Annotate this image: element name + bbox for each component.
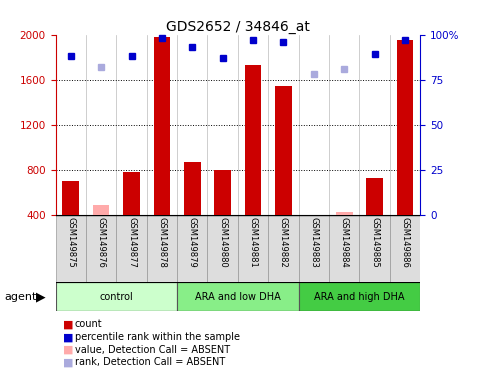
Bar bbox=[184, 162, 200, 215]
Bar bbox=[56, 282, 177, 311]
Bar bbox=[208, 215, 238, 282]
Bar bbox=[305, 215, 322, 218]
Bar bbox=[397, 40, 413, 215]
Bar bbox=[359, 215, 390, 282]
Bar bbox=[116, 215, 147, 282]
Text: GSM149876: GSM149876 bbox=[97, 217, 106, 268]
Text: count: count bbox=[75, 319, 102, 329]
Bar bbox=[298, 282, 420, 311]
Text: GSM149883: GSM149883 bbox=[309, 217, 318, 268]
Text: ARA and low DHA: ARA and low DHA bbox=[195, 291, 281, 302]
Bar bbox=[62, 181, 79, 215]
Text: GSM149875: GSM149875 bbox=[66, 217, 75, 268]
Title: GDS2652 / 34846_at: GDS2652 / 34846_at bbox=[166, 20, 310, 33]
Bar bbox=[245, 65, 261, 215]
Text: GSM149882: GSM149882 bbox=[279, 217, 288, 268]
Text: value, Detection Call = ABSENT: value, Detection Call = ABSENT bbox=[75, 345, 230, 355]
Bar bbox=[123, 172, 140, 215]
Text: ■: ■ bbox=[63, 319, 73, 329]
Text: ▶: ▶ bbox=[36, 290, 46, 303]
Bar bbox=[177, 215, 208, 282]
Bar bbox=[177, 282, 298, 311]
Bar bbox=[147, 215, 177, 282]
Text: ■: ■ bbox=[63, 358, 73, 367]
Text: rank, Detection Call = ABSENT: rank, Detection Call = ABSENT bbox=[75, 358, 225, 367]
Bar bbox=[56, 215, 86, 282]
Text: GSM149884: GSM149884 bbox=[340, 217, 349, 268]
Text: GSM149880: GSM149880 bbox=[218, 217, 227, 268]
Bar bbox=[154, 37, 170, 215]
Bar bbox=[93, 205, 110, 215]
Text: ARA and high DHA: ARA and high DHA bbox=[314, 291, 405, 302]
Bar bbox=[390, 215, 420, 282]
Bar bbox=[268, 215, 298, 282]
Text: ■: ■ bbox=[63, 345, 73, 355]
Text: agent: agent bbox=[5, 291, 37, 302]
Text: GSM149878: GSM149878 bbox=[157, 217, 167, 268]
Bar bbox=[275, 86, 292, 215]
Bar bbox=[238, 215, 268, 282]
Bar bbox=[366, 178, 383, 215]
Bar bbox=[336, 212, 353, 215]
Bar bbox=[329, 215, 359, 282]
Text: ■: ■ bbox=[63, 332, 73, 342]
Text: control: control bbox=[99, 291, 133, 302]
Bar bbox=[86, 215, 116, 282]
Text: GSM149886: GSM149886 bbox=[400, 217, 410, 268]
Text: percentile rank within the sample: percentile rank within the sample bbox=[75, 332, 240, 342]
Bar bbox=[214, 170, 231, 215]
Bar bbox=[298, 215, 329, 282]
Text: GSM149879: GSM149879 bbox=[188, 217, 197, 268]
Text: GSM149877: GSM149877 bbox=[127, 217, 136, 268]
Text: GSM149885: GSM149885 bbox=[370, 217, 379, 268]
Text: GSM149881: GSM149881 bbox=[249, 217, 257, 268]
